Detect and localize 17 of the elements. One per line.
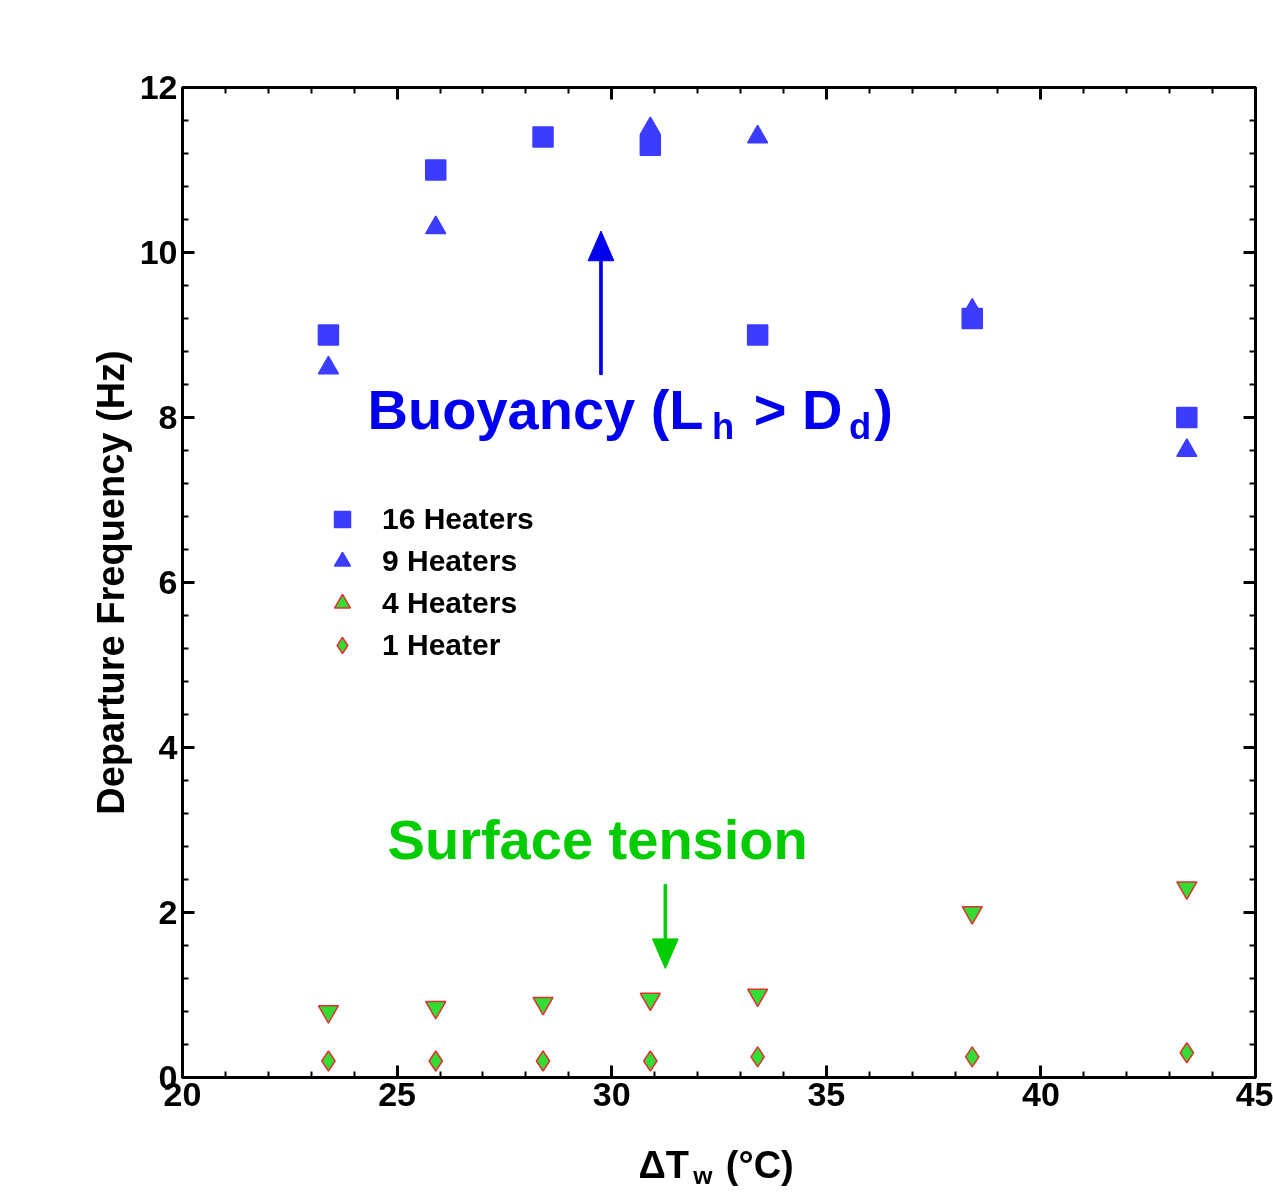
legend-label: 4 Heaters	[382, 586, 518, 620]
annotation: Surface tension	[387, 808, 808, 872]
y-tick-label: 10	[139, 233, 178, 271]
y-tick-label: 2	[158, 893, 178, 931]
x-tick-label: 30	[592, 1074, 631, 1113]
legend-label: 9 Heaters	[382, 544, 518, 578]
y-tick-label: 4	[158, 728, 178, 766]
y-tick-label: 8	[158, 398, 178, 436]
legend-label: 16 Heaters	[382, 502, 534, 536]
legend-label: 1 Heater	[382, 628, 501, 662]
y-tick-label: 12	[139, 68, 178, 106]
y-axis-title: Departure Frequency (Hz)	[89, 350, 132, 815]
x-tick-label: 45	[1235, 1074, 1273, 1113]
x-tick-label: 25	[378, 1074, 417, 1113]
x-tick-label: 40	[1021, 1074, 1060, 1113]
x-tick-label: 35	[807, 1074, 846, 1113]
y-tick-label: 6	[158, 563, 178, 601]
